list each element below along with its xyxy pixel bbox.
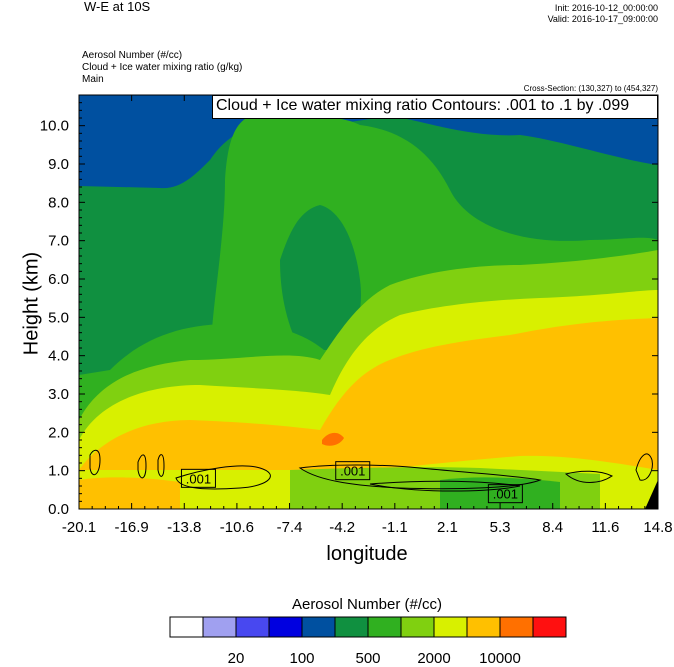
- colorbar-label: 20: [228, 650, 245, 667]
- contour-label: .001: [493, 487, 518, 502]
- x-tick-label: -4.2: [329, 519, 355, 536]
- field-label-main: Main: [82, 74, 104, 85]
- field-label-aerosol: Aerosol Number (#/cc): [82, 50, 183, 61]
- colorbar-swatch: [301, 616, 336, 638]
- contour-label-box: [180, 468, 216, 488]
- contour-annotation-box: [212, 95, 658, 119]
- colorbar-swatch: [268, 616, 303, 638]
- colorbar-title: Aerosol Number (#/cc): [291, 596, 443, 613]
- y-axis: 0.0 1.0 2.0 3.0 4.0 5.0 6.0 7.0 8.0 9.0 10.0: [40, 102, 658, 518]
- x-tick-label: -7.4: [277, 519, 303, 536]
- contour-label: .001: [186, 471, 211, 486]
- colorbar-label: 2000: [417, 650, 450, 667]
- y-tick-label: 0.0: [48, 501, 69, 518]
- y-tick-label: 3.0: [48, 386, 69, 403]
- valid-time: Valid: 2016-10-17_09:00:00: [547, 14, 658, 24]
- contour-label: .001: [340, 464, 365, 479]
- x-tick-label: 5.3: [490, 519, 511, 536]
- x-tick-label: -1.1: [382, 519, 408, 536]
- cross-section-label: Cross-Section: (130,327) to (454,327): [523, 84, 658, 93]
- x-tick-label: -10.6: [220, 519, 254, 536]
- colorbar-swatch: [202, 616, 237, 638]
- x-tick-label: 14.8: [643, 519, 672, 536]
- field-label-cloud: Cloud + Ice water mixing ratio (g/kg): [82, 62, 243, 73]
- colorbar: 20 100 500 2000 10000: [169, 616, 567, 667]
- colorbar-label: 10000: [479, 650, 521, 667]
- y-axis-label: Height (km): [20, 251, 43, 356]
- colorbar-swatch: [466, 616, 501, 638]
- y-tick-label: 9.0: [48, 156, 69, 173]
- x-tick-label: 8.4: [542, 519, 563, 536]
- y-tick-label: 6.0: [48, 271, 69, 288]
- colorbar-swatch: [169, 616, 204, 638]
- colorbar-swatch: [334, 616, 369, 638]
- contour-labels: .001 .001 .001: [180, 461, 523, 504]
- plot-title: W-E at 10S: [84, 0, 151, 14]
- colorbar-swatch: [235, 616, 270, 638]
- colorbar-label: 100: [289, 650, 314, 667]
- contour-annotation: Cloud + Ice water mixing ratio Contours:…: [216, 97, 630, 114]
- y-tick-label: 1.0: [48, 463, 69, 480]
- y-tick-label: 8.0: [48, 194, 69, 211]
- y-tick-label: 5.0: [48, 309, 69, 326]
- x-axis: -20.1 -16.9 -13.8 -10.6 -7.4 -4.2 -1.1 2.1 5.3 8.…: [62, 95, 673, 536]
- x-axis-label: longitude: [326, 543, 408, 565]
- colorbar-swatch: [367, 616, 402, 638]
- y-tick-label: 10.0: [40, 118, 69, 135]
- colorbar-swatch: [433, 616, 468, 638]
- x-tick-label: 2.1: [437, 519, 458, 536]
- x-tick-label: -20.1: [62, 519, 96, 536]
- contour-label-box: [335, 461, 371, 481]
- x-tick-label: -13.8: [167, 519, 201, 536]
- y-tick-label: 2.0: [48, 424, 69, 441]
- colorbar-swatch: [499, 616, 534, 638]
- y-tick-label: 4.0: [48, 348, 69, 365]
- heatmap-field: [79, 95, 658, 509]
- x-tick-label: 11.6: [591, 519, 619, 536]
- x-tick-label: -16.9: [115, 519, 149, 536]
- y-tick-label: 7.0: [48, 233, 69, 250]
- init-time: Init: 2016-10-12_00:00:00: [554, 3, 658, 13]
- contour-label-box: [487, 484, 523, 504]
- colorbar-swatch: [400, 616, 435, 638]
- contour-lines: [89, 449, 653, 492]
- colorbar-swatch: [532, 616, 567, 638]
- colorbar-label: 500: [355, 650, 380, 667]
